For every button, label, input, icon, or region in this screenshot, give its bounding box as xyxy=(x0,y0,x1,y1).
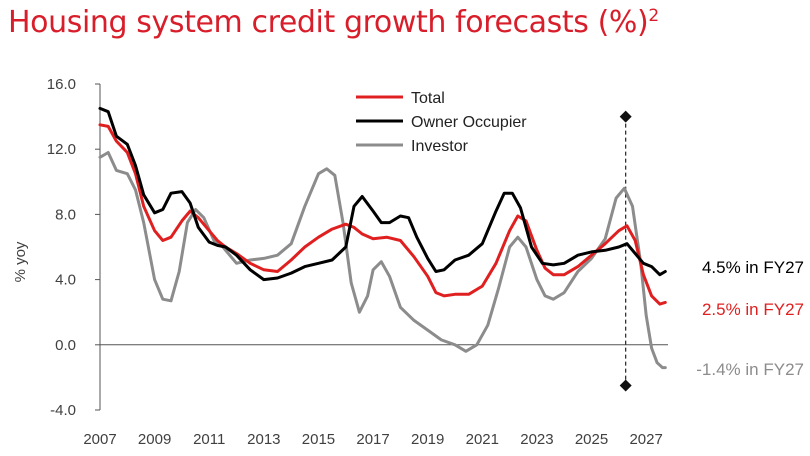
y-axis-title: % yoy xyxy=(12,241,29,282)
forecast-marker-bottom xyxy=(619,379,632,392)
chart-title: Housing system credit growth forecasts (… xyxy=(8,5,659,40)
legend-label: Investor xyxy=(411,138,469,155)
x-tick-label: 2025 xyxy=(575,431,608,448)
y-tick-label: 16.0 xyxy=(47,76,76,93)
series-line-owner-occupier xyxy=(98,106,667,282)
y-tick-label: 4.0 xyxy=(55,272,76,289)
annotation-label: -1.4% in FY27 xyxy=(696,360,804,379)
chart-title-footnote: 2 xyxy=(648,6,659,26)
series-lines xyxy=(98,106,667,370)
end-value-annotations: 4.5% in FY27 2.5% in FY27 -1.4% in FY27 xyxy=(696,258,804,379)
y-tick-label: -4.0 xyxy=(50,402,76,419)
y-tick-label: 12.0 xyxy=(47,141,76,158)
x-tick-label: 2027 xyxy=(629,431,662,448)
series-line-investor xyxy=(98,151,667,370)
annotation-label: 4.5% in FY27 xyxy=(702,258,804,277)
forecast-marker xyxy=(619,110,632,392)
x-tick-label: 2019 xyxy=(411,431,444,448)
chart-legend: Total Owner Occupier Investor xyxy=(356,90,527,155)
series-line-total xyxy=(98,123,667,306)
y-tick-label: 8.0 xyxy=(55,206,76,223)
legend-label: Owner Occupier xyxy=(411,114,527,131)
y-tick-label: 0.0 xyxy=(55,337,76,354)
x-tick-label: 2015 xyxy=(302,431,335,448)
chart-title-text: Housing system credit growth forecasts (… xyxy=(8,5,649,40)
x-tick-label: 2021 xyxy=(466,431,499,448)
chart-axes: -4.0 0.0 4.0 8.0 12.0 16.0 2007 2009 2011 2013 201… xyxy=(12,76,668,448)
x-tick-label: 2017 xyxy=(356,431,389,448)
x-tick-label: 2013 xyxy=(247,431,280,448)
legend-label: Total xyxy=(411,90,445,107)
x-tick-label: 2009 xyxy=(138,431,171,448)
forecast-marker-top xyxy=(619,110,632,123)
x-tick-label: 2007 xyxy=(83,431,116,448)
x-tick-label: 2023 xyxy=(520,431,553,448)
x-tick-label: 2011 xyxy=(193,431,225,448)
annotation-label: 2.5% in FY27 xyxy=(702,300,804,319)
